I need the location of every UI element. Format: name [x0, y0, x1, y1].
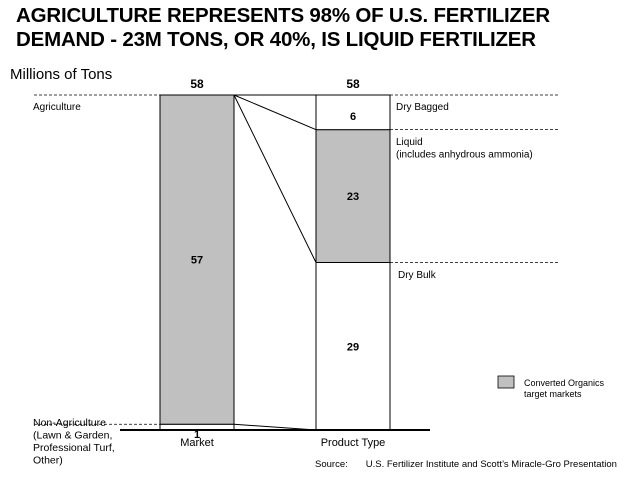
- source-label: Source:: [315, 459, 348, 470]
- chart-title-line-1: AGRICULTURE REPRESENTS 98% OF U.S. FERTI…: [16, 4, 550, 27]
- connector-line: [233, 94, 317, 131]
- annotation-agriculture: Agriculture: [33, 102, 81, 113]
- source-note: Source: U.S. Fertilizer Institute and Sco…: [315, 459, 617, 470]
- source-text: U.S. Fertilizer Institute and Scott’s Mi…: [365, 459, 617, 470]
- segment-value-label: 1: [194, 429, 200, 441]
- annotation-non-agriculture: Other): [33, 455, 63, 467]
- annotation-liquid: (includes anhydrous ammonia): [396, 150, 533, 161]
- segment-value-label: 23: [347, 191, 359, 203]
- category-label: Product Type: [321, 437, 386, 449]
- category-label: Market: [180, 437, 214, 449]
- annotation-liquid: Liquid: [396, 137, 423, 148]
- segment-value-label: 6: [350, 111, 356, 123]
- unit-label: Millions of Tons: [10, 66, 113, 83]
- annotation-non-agriculture: (Lawn & Garden,: [33, 430, 112, 442]
- annotation-dry-bagged: Dry Bagged: [396, 102, 449, 113]
- bar-total-label: 58: [190, 77, 204, 91]
- chart-title: AGRICULTURE REPRESENTS 98% OF U.S. FERTI…: [16, 4, 626, 52]
- segment-value-label: 29: [347, 341, 359, 353]
- bar-total-label: 58: [346, 77, 360, 91]
- legend-swatch: [497, 375, 515, 389]
- connector-line: [233, 94, 317, 263]
- bar-segment-dry-bagged: [315, 94, 391, 131]
- chart-title-line-2: DEMAND - 23M TONS, OR 40%, IS LIQUID FER…: [16, 28, 536, 51]
- bar-segment-liquid: [315, 129, 391, 263]
- bar-segment-dry-bulk: [315, 262, 391, 431]
- legend-label: target markets: [524, 389, 582, 399]
- bar-segment-agriculture: [159, 94, 235, 425]
- segment-value-label: 57: [191, 255, 203, 267]
- legend-label: Converted Organics: [524, 378, 605, 388]
- annotation-non-agriculture: Non-Agriculture: [33, 417, 106, 429]
- annotation-non-agriculture: Professional Turf,: [33, 442, 115, 454]
- annotation-dry-bulk: Dry Bulk: [398, 270, 437, 281]
